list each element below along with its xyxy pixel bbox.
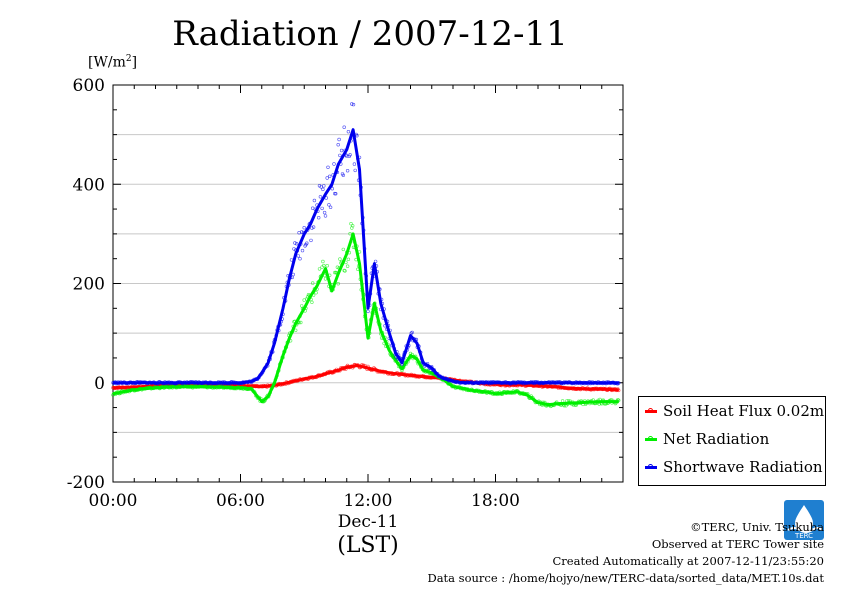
- data-point-net-radiation: [299, 320, 303, 325]
- credit-source: Data source : /home/hojyo/new/TERC-data/…: [427, 571, 824, 585]
- data-point-shortwave-radiation: [294, 242, 299, 246]
- data-point-shortwave-radiation: [339, 148, 344, 153]
- data-point-shortwave-radiation: [348, 153, 352, 157]
- data-point-shortwave-radiation: [311, 225, 316, 229]
- logo-text: TERC: [794, 532, 813, 540]
- legend-swatch-shortwave-radiation: [645, 463, 657, 469]
- data-point-shortwave-radiation: [350, 102, 354, 106]
- data-point-shortwave-radiation: [318, 195, 323, 199]
- legend-item-shortwave-radiation: Shortwave Radiation: [645, 457, 823, 477]
- data-point-shortwave-radiation: [302, 226, 306, 230]
- data-point-net-radiation: [322, 263, 326, 268]
- chart-title: Radiation / 2007-12-11: [172, 14, 568, 54]
- data-point-net-radiation: [321, 259, 325, 264]
- data-point-shortwave-radiation: [328, 205, 333, 210]
- x-tick-label: 06:00: [216, 491, 265, 511]
- data-point-shortwave-radiation: [336, 143, 340, 147]
- data-point-net-radiation: [336, 282, 340, 286]
- y-tick-label: 0: [94, 374, 105, 394]
- credit-copyright: ©TERC, Univ. Tsukuba: [690, 520, 824, 534]
- legend-label-net-radiation: Net Radiation: [663, 430, 770, 448]
- data-point-shortwave-radiation: [351, 102, 356, 107]
- legend: Soil Heat Flux 0.02m Net Radiation Short…: [638, 396, 826, 486]
- legend-label-shortwave-radiation: Shortwave Radiation: [663, 458, 823, 476]
- data-point-shortwave-radiation: [317, 216, 321, 220]
- data-point-shortwave-radiation: [338, 153, 342, 158]
- data-point-net-radiation: [349, 222, 353, 226]
- y-axis-unit: [W/m2]: [88, 54, 138, 71]
- credits: ©TERC, Univ. Tsukuba Observed at TERC To…: [427, 519, 824, 587]
- data-point-shortwave-radiation: [353, 168, 357, 173]
- data-point-shortwave-radiation: [410, 330, 414, 335]
- x-axis-date-label: Dec-11: [337, 512, 399, 532]
- terc-logo: TERC: [784, 500, 824, 540]
- data-point-shortwave-radiation: [320, 206, 324, 211]
- data-point-shortwave-radiation: [366, 309, 370, 314]
- data-point-shortwave-radiation: [342, 125, 346, 129]
- x-tick-label: 12:00: [344, 491, 393, 511]
- data-point-net-radiation: [345, 264, 350, 268]
- data-point-shortwave-radiation: [346, 130, 351, 134]
- data-point-net-radiation: [335, 265, 340, 269]
- data-point-shortwave-radiation: [305, 241, 309, 245]
- data-point-net-radiation: [341, 247, 345, 252]
- data-point-net-radiation: [346, 257, 351, 261]
- data-point-net-radiation: [338, 257, 342, 261]
- y-tick-label: -200: [67, 473, 105, 493]
- data-point-shortwave-radiation: [310, 226, 314, 230]
- data-point-shortwave-radiation: [327, 203, 331, 207]
- data-point-shortwave-radiation: [328, 174, 332, 179]
- series-line-shortwave-radiation: [113, 128, 619, 385]
- data-point-net-radiation: [311, 281, 315, 285]
- data-point-shortwave-radiation: [300, 230, 304, 234]
- data-point-shortwave-radiation: [312, 198, 317, 203]
- y-tick-label: 600: [73, 76, 105, 96]
- data-point-net-radiation: [351, 224, 355, 228]
- data-point-shortwave-radiation: [334, 192, 338, 196]
- data-point-shortwave-radiation: [341, 173, 345, 178]
- data-point-shortwave-radiation: [321, 187, 325, 192]
- legend-label-soil-heat-flux: Soil Heat Flux 0.02m: [663, 402, 825, 420]
- data-point-shortwave-radiation: [309, 238, 313, 243]
- series-line-net-radiation: [112, 232, 619, 407]
- data-point-shortwave-radiation: [296, 254, 300, 258]
- data-point-shortwave-radiation: [326, 165, 330, 170]
- legend-item-net-radiation: Net Radiation: [645, 429, 769, 449]
- x-tick-label: 18:00: [471, 491, 520, 511]
- data-point-shortwave-radiation: [352, 162, 357, 166]
- x-tick-label: 00:00: [89, 491, 138, 511]
- x-axis-label: (LST): [337, 533, 399, 558]
- data-point-shortwave-radiation: [332, 162, 336, 166]
- data-point-shortwave-radiation: [345, 169, 350, 173]
- credit-site: Observed at TERC Tower site: [651, 537, 824, 551]
- data-point-shortwave-radiation: [323, 214, 328, 218]
- legend-swatch-soil-heat-flux: [645, 407, 657, 413]
- data-point-shortwave-radiation: [330, 187, 334, 191]
- y-tick-label: 200: [73, 275, 105, 295]
- data-point-shortwave-radiation: [337, 137, 341, 142]
- y-tick-label: 400: [73, 175, 105, 195]
- data-point-net-radiation: [343, 269, 347, 273]
- data-point-shortwave-radiation: [325, 176, 329, 180]
- credit-created: Created Automatically at 2007-12-11/23:5…: [552, 554, 825, 568]
- data-point-shortwave-radiation: [293, 241, 297, 245]
- data-point-shortwave-radiation: [322, 210, 327, 215]
- legend-swatch-net-radiation: [645, 435, 657, 441]
- legend-item-soil-heat-flux: Soil Heat Flux 0.02m: [645, 401, 824, 421]
- data-point-net-radiation: [325, 264, 329, 268]
- data-point-shortwave-radiation: [298, 257, 302, 261]
- data-point-shortwave-radiation: [322, 184, 326, 188]
- data-point-net-radiation: [348, 232, 352, 236]
- data-point-net-radiation: [310, 300, 314, 304]
- data-point-net-radiation: [314, 291, 318, 295]
- data-point-shortwave-radiation: [300, 248, 305, 253]
- data-point-net-radiation: [300, 304, 304, 308]
- data-point-net-radiation: [317, 267, 322, 271]
